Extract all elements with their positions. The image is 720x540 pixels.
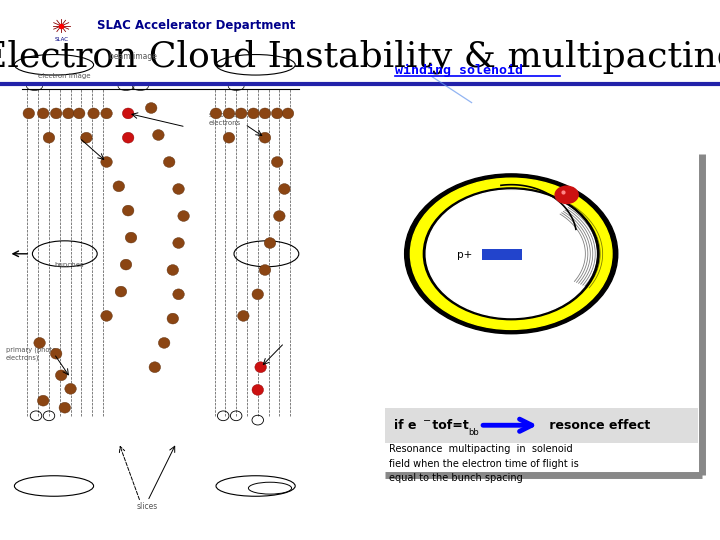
Ellipse shape [210,108,222,119]
Text: winding solenoid: winding solenoid [395,64,523,77]
Text: primary (photo-
electrons): primary (photo- electrons) [6,347,58,361]
Ellipse shape [238,310,249,321]
Ellipse shape [282,108,294,119]
Ellipse shape [34,338,45,348]
Text: resonce effect: resonce effect [545,418,650,432]
Ellipse shape [271,157,283,167]
Text: −: − [423,416,431,426]
Text: bunches: bunches [54,261,84,268]
Ellipse shape [259,132,271,143]
Ellipse shape [101,157,112,167]
Ellipse shape [122,205,134,216]
Bar [385,154,698,440]
Ellipse shape [113,181,125,192]
Ellipse shape [274,211,285,221]
Bar [482,249,522,260]
Ellipse shape [59,402,71,413]
Ellipse shape [264,238,276,248]
Ellipse shape [279,184,290,194]
Ellipse shape [252,289,264,300]
Ellipse shape [125,232,137,243]
Ellipse shape [65,383,76,394]
Text: electron image: electron image [38,72,91,79]
Ellipse shape [167,313,179,324]
Ellipse shape [50,348,62,359]
Ellipse shape [81,132,92,143]
Text: SLAC: SLAC [54,37,68,42]
Ellipse shape [88,108,99,119]
Ellipse shape [223,132,235,143]
Ellipse shape [43,132,55,143]
Ellipse shape [223,108,235,119]
Ellipse shape [255,362,266,373]
Ellipse shape [259,265,271,275]
Ellipse shape [163,157,175,167]
Ellipse shape [50,108,62,119]
Ellipse shape [122,132,134,143]
Text: bb: bb [468,428,479,437]
Ellipse shape [178,211,189,221]
Ellipse shape [37,108,49,119]
Ellipse shape [23,108,35,119]
Bar [385,408,698,443]
Ellipse shape [153,130,164,140]
Ellipse shape [173,238,184,248]
Text: slices: slices [137,502,158,511]
Text: beam image: beam image [109,52,157,61]
Text: p+: p+ [457,250,472,260]
Ellipse shape [248,108,259,119]
Ellipse shape [271,108,283,119]
Text: Resonance  multipacting  in  solenoid
field when the electron time of flight is
: Resonance multipacting in solenoid field… [389,444,579,483]
Text: Electron Cloud Instability & multipacting: Electron Cloud Instability & multipactin… [0,39,720,74]
Text: tof=t: tof=t [428,418,469,432]
Ellipse shape [259,108,271,119]
Ellipse shape [63,108,74,119]
Ellipse shape [149,362,161,373]
Ellipse shape [115,286,127,297]
Text: secondary
electrons: secondary electrons [209,112,245,126]
Ellipse shape [101,108,112,119]
Ellipse shape [55,370,67,381]
Ellipse shape [101,310,112,321]
Text: if e: if e [394,418,416,432]
Ellipse shape [73,108,85,119]
Circle shape [555,186,578,204]
Circle shape [405,174,618,334]
Ellipse shape [158,338,170,348]
Ellipse shape [120,259,132,270]
Circle shape [426,190,596,318]
Text: SLAC Accelerator Department: SLAC Accelerator Department [97,19,296,32]
Ellipse shape [145,103,157,113]
Ellipse shape [173,289,184,300]
Ellipse shape [235,108,247,119]
Ellipse shape [252,384,264,395]
Ellipse shape [37,395,49,406]
Ellipse shape [173,184,184,194]
Ellipse shape [122,108,134,119]
Circle shape [423,188,599,320]
Ellipse shape [167,265,179,275]
Circle shape [410,178,612,329]
